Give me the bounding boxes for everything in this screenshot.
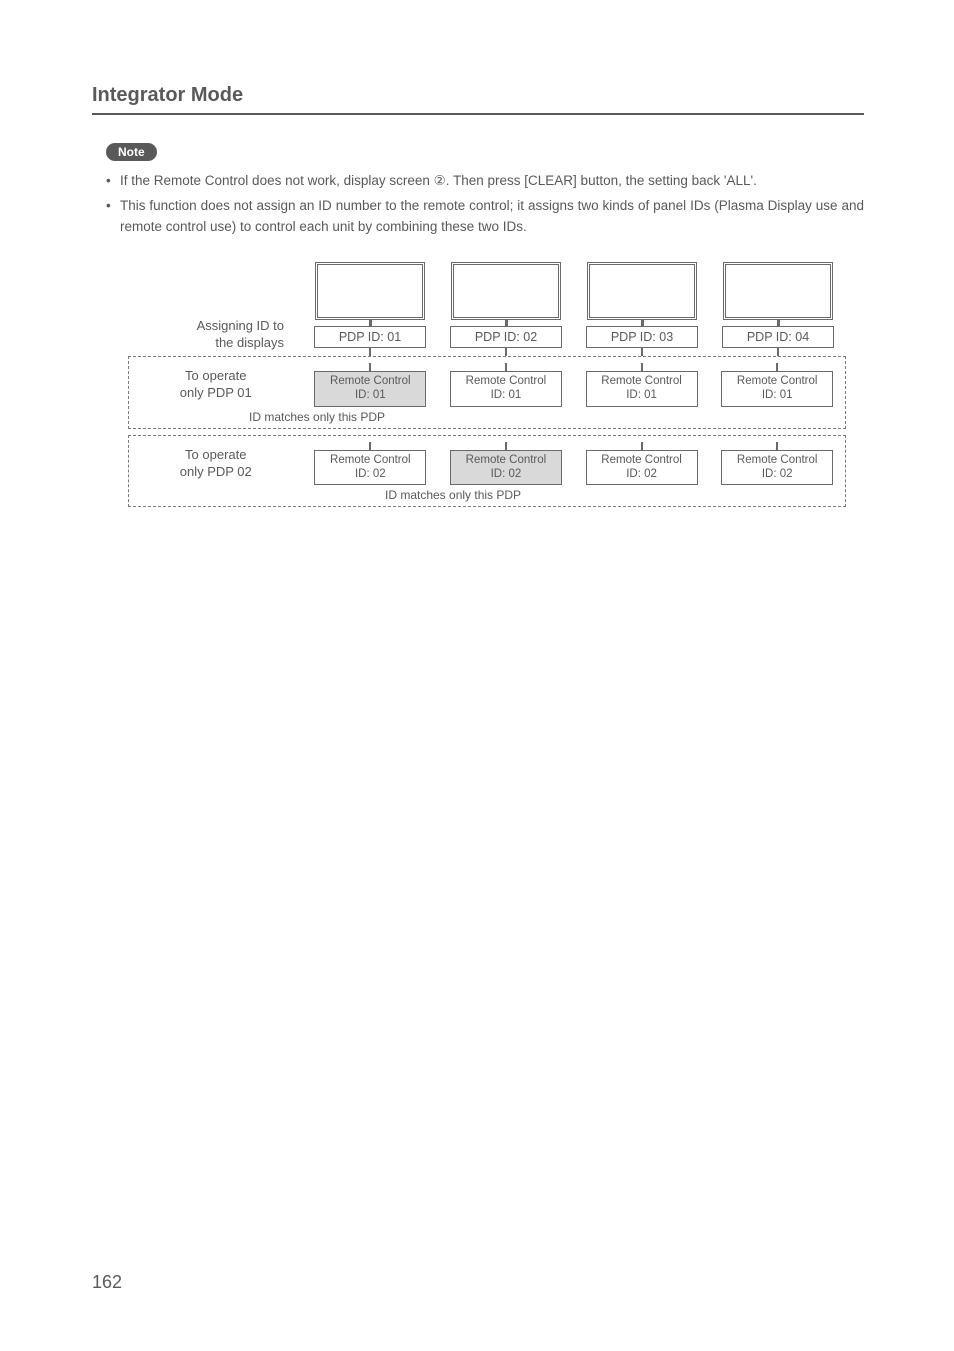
rc-line2: ID: 01 [762,389,793,401]
connector-stub-icon [505,363,507,371]
rc-col: Remote Control ID: 01 [709,363,845,407]
remote-control-box: Remote Control ID: 01 [721,371,833,407]
rc-line1: Remote Control [466,454,547,466]
operate-label: To operate only PDP 02 [129,442,303,481]
rc-col: Remote Control ID: 02 [709,442,845,486]
remote-control-box: Remote Control ID: 02 [450,450,562,486]
remote-control-box: Remote Control ID: 01 [314,371,426,407]
operate-label-line2: only PDP 01 [180,385,252,400]
monitor-icon [315,262,425,320]
match-caption: ID matches only this PDP [385,488,845,502]
connector-stub-icon [776,363,778,371]
operate-group: To operate only PDP 02 Remote Control ID… [128,435,846,508]
monitor-icon [723,262,833,320]
bullet-text: If the Remote Control does not work, dis… [120,171,864,192]
bullet-item: • If the Remote Control does not work, d… [106,171,864,192]
note-badge: Note [106,143,157,161]
rc-line1: Remote Control [466,375,547,387]
match-caption: ID matches only this PDP [249,410,845,424]
connector-stub-icon [369,348,371,356]
bullet-dot-icon: • [106,171,120,192]
rc-col: Remote Control ID: 02 [303,442,439,486]
pdp-id-label: PDP ID: 01 [314,326,426,348]
display-col: PDP ID: 04 [710,262,846,356]
rc-col: Remote Control ID: 01 [438,363,574,407]
remote-control-box: Remote Control ID: 01 [586,371,698,407]
rc-line2: ID: 01 [491,389,522,401]
assign-row: Assigning ID to the displays PDP ID: 01 … [128,262,846,356]
rc-line1: Remote Control [330,454,411,466]
operate-label-line1: To operate [185,447,246,462]
rc-col: Remote Control ID: 02 [574,442,710,486]
page-title: Integrator Mode [92,84,864,107]
assign-label-line1: Assigning ID to [197,318,284,333]
connector-stub-icon [369,442,371,450]
remote-control-box: Remote Control ID: 01 [450,371,562,407]
rc-line2: ID: 02 [626,468,657,480]
display-col: PDP ID: 02 [438,262,574,356]
pdp-id-label: PDP ID: 03 [586,326,698,348]
rc-line1: Remote Control [601,454,682,466]
rc-line2: ID: 02 [491,468,522,480]
connector-stub-icon [369,363,371,371]
bullet-text: This function does not assign an ID numb… [120,196,864,238]
rc-line1: Remote Control [737,375,818,387]
rc-line2: ID: 02 [762,468,793,480]
connector-stub-icon [641,363,643,371]
display-col: PDP ID: 01 [302,262,438,356]
remote-control-box: Remote Control ID: 02 [314,450,426,486]
page-number: 162 [92,1272,122,1293]
rc-line2: ID: 02 [355,468,386,480]
connector-stub-icon [641,442,643,450]
operate-label-line1: To operate [185,368,246,383]
bullet-item: • This function does not assign an ID nu… [106,196,864,238]
rc-line2: ID: 01 [355,389,386,401]
rc-col: Remote Control ID: 01 [574,363,710,407]
pdp-id-label: PDP ID: 04 [722,326,834,348]
monitor-icon [451,262,561,320]
assign-label: Assigning ID to the displays [128,317,302,356]
connector-stub-icon [777,348,779,356]
display-col: PDP ID: 03 [574,262,710,356]
connector-stub-icon [776,442,778,450]
rc-col: Remote Control ID: 01 [303,363,439,407]
id-diagram: Assigning ID to the displays PDP ID: 01 … [128,262,846,508]
connector-stub-icon [641,348,643,356]
title-rule [92,113,864,115]
remote-control-box: Remote Control ID: 02 [586,450,698,486]
monitor-icon [587,262,697,320]
connector-stub-icon [505,348,507,356]
rc-line2: ID: 01 [626,389,657,401]
assign-label-line2: the displays [215,335,284,350]
rc-line1: Remote Control [737,454,818,466]
bullet-dot-icon: • [106,196,120,238]
operate-label: To operate only PDP 01 [129,363,303,402]
operate-label-line2: only PDP 02 [180,464,252,479]
pdp-id-label: PDP ID: 02 [450,326,562,348]
remote-control-box: Remote Control ID: 02 [721,450,833,486]
rc-line1: Remote Control [330,375,411,387]
rc-line1: Remote Control [601,375,682,387]
note-bullets: • If the Remote Control does not work, d… [92,171,864,238]
rc-col: Remote Control ID: 02 [438,442,574,486]
operate-group: To operate only PDP 01 Remote Control ID… [128,356,846,429]
connector-stub-icon [505,442,507,450]
